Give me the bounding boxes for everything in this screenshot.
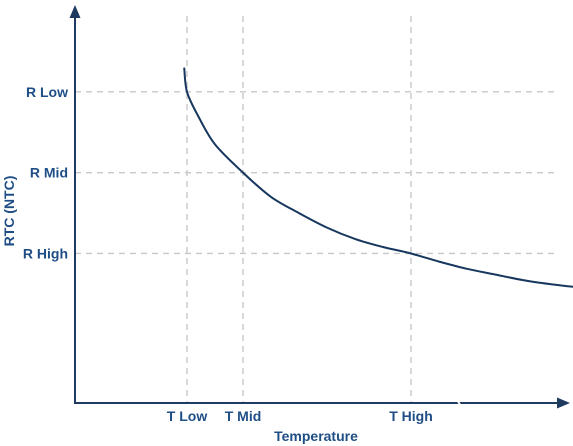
series-line-0	[183, 67, 573, 288]
x-axis-break-mark	[456, 399, 462, 407]
y-tick-r-high: R High	[23, 245, 68, 261]
y-axis-arrowhead	[69, 5, 81, 18]
y-tick-r-low: R Low	[26, 84, 68, 100]
x-axis-arrowhead	[557, 397, 570, 409]
x-axis-title: Temperature	[274, 428, 358, 444]
y-tick-r-mid: R Mid	[30, 165, 68, 181]
guide-lines	[75, 16, 556, 403]
x-tick-t-mid: T Mid	[225, 408, 262, 424]
tick-labels: T Low T Mid T High R Low R Mid R High	[23, 84, 433, 424]
x-tick-t-high: T High	[389, 408, 433, 424]
x-tick-t-low: T Low	[167, 408, 208, 424]
axes	[69, 5, 570, 409]
y-axis-title: RTC (NTC)	[1, 176, 17, 247]
series-group	[183, 67, 573, 288]
